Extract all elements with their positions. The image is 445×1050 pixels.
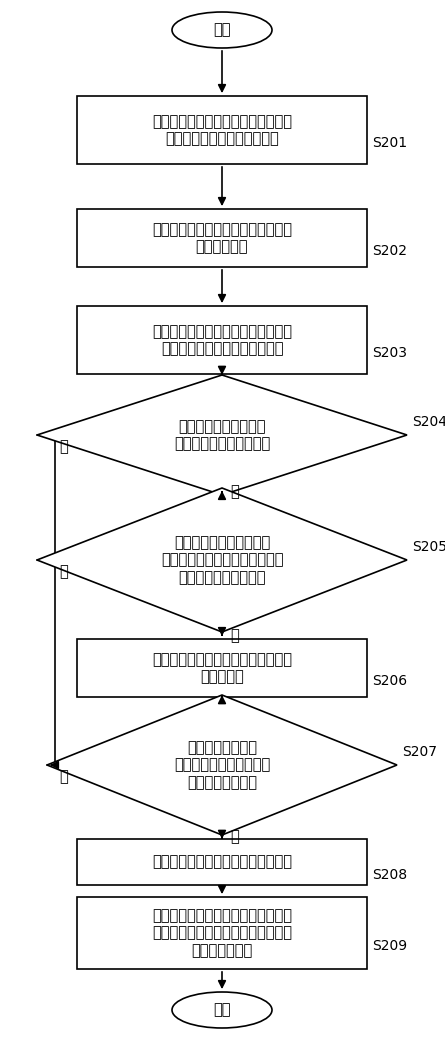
Text: 是: 是 bbox=[230, 484, 239, 499]
Text: 用户终端检测用户终端移动至距离人
体为目标距离时的途经轨迹数据: 用户终端检测用户终端移动至距离人 体为目标距离时的途经轨迹数据 bbox=[152, 323, 292, 356]
Text: S201: S201 bbox=[372, 136, 407, 150]
Bar bbox=[77, 209, 367, 267]
Ellipse shape bbox=[172, 12, 272, 48]
Text: 否: 否 bbox=[59, 564, 68, 579]
Text: 开始: 开始 bbox=[213, 22, 231, 38]
Text: S207: S207 bbox=[402, 746, 437, 759]
Text: 用户终端判断预存储的特
征数据集合中是否存在与途经轨
迹数据匹配的特征数据: 用户终端判断预存储的特 征数据集合中是否存在与途经轨 迹数据匹配的特征数据 bbox=[161, 536, 283, 585]
Text: 结束: 结束 bbox=[213, 1003, 231, 1017]
Text: 用户终端判断目标距离
是否小于或等于预设距离: 用户终端判断目标距离 是否小于或等于预设距离 bbox=[174, 419, 270, 452]
Text: S208: S208 bbox=[372, 868, 407, 882]
Text: S205: S205 bbox=[412, 540, 445, 554]
Polygon shape bbox=[37, 375, 407, 495]
Polygon shape bbox=[37, 488, 407, 632]
Text: S204: S204 bbox=[412, 415, 445, 429]
Text: 用户终端读取第一天线接收到的目标
信号强度值: 用户终端读取第一天线接收到的目标 信号强度值 bbox=[152, 652, 292, 685]
Bar bbox=[77, 639, 367, 697]
Text: 当判断用户终端与人体的目标距离大
于预设距离时，用户终端将第二天线
切换到第一天线: 当判断用户终端与人体的目标距离大 于预设距离时，用户终端将第二天线 切换到第一天… bbox=[152, 908, 292, 958]
Text: 否: 否 bbox=[59, 769, 68, 784]
Text: 用户终端将第一天线切换到第二天线: 用户终端将第一天线切换到第二天线 bbox=[152, 855, 292, 869]
Bar bbox=[77, 839, 367, 885]
Text: 用户终端学习用户终端移动至人体局
部位置的途经轨迹的特征数据: 用户终端学习用户终端移动至人体局 部位置的途经轨迹的特征数据 bbox=[152, 113, 292, 146]
Text: S202: S202 bbox=[372, 244, 407, 258]
Text: 用户终端判断目标
信号强度值是否小于或等
于预设信号强度值: 用户终端判断目标 信号强度值是否小于或等 于预设信号强度值 bbox=[174, 740, 270, 790]
Bar bbox=[77, 306, 367, 374]
Ellipse shape bbox=[172, 992, 272, 1028]
Text: S209: S209 bbox=[372, 939, 407, 953]
Bar bbox=[77, 96, 367, 164]
Bar bbox=[77, 897, 367, 969]
Text: 是: 是 bbox=[230, 628, 239, 643]
Text: 否: 否 bbox=[59, 439, 68, 454]
Text: S203: S203 bbox=[372, 346, 407, 360]
Text: S206: S206 bbox=[372, 674, 407, 688]
Polygon shape bbox=[47, 695, 397, 835]
Text: 是: 是 bbox=[230, 830, 239, 844]
Text: 用户终端将学习的特征数据存储至特
征数据集合中: 用户终端将学习的特征数据存储至特 征数据集合中 bbox=[152, 222, 292, 254]
